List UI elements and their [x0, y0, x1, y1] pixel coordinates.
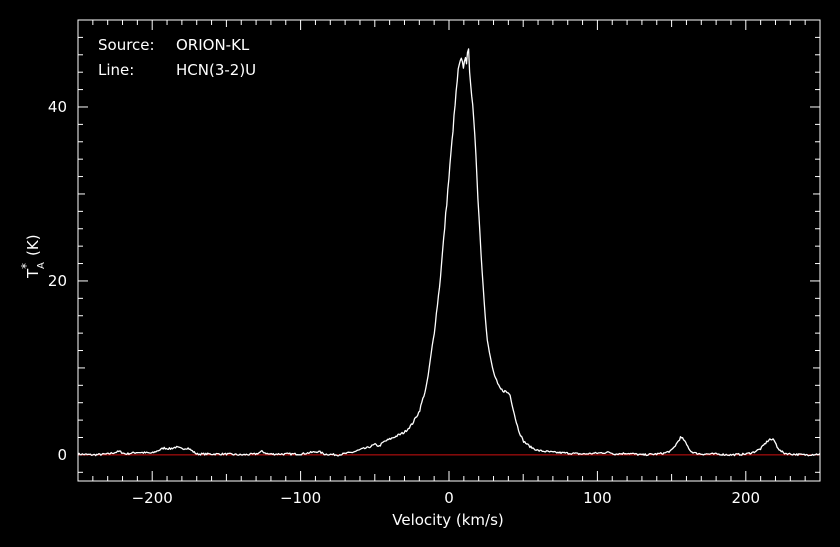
annotation-source-value: ORION-KL [176, 36, 250, 54]
ticks-layer: −200 −100 0 100 200 0 20 40 [48, 19, 821, 507]
annotation-source-key: Source: [98, 36, 155, 54]
y-tick-label: 0 [57, 446, 67, 464]
annotation-line-key: Line: [98, 61, 134, 79]
y-axis-label-main: T [24, 268, 42, 279]
y-axis-label-unit: (K) [24, 234, 42, 256]
y-tick-label: 40 [48, 98, 67, 116]
y-tick-label: 20 [48, 272, 67, 290]
annotation-line-value: HCN(3-2)U [176, 61, 256, 79]
y-axis-label-sub: A [36, 262, 47, 269]
spectrum-line [77, 48, 821, 457]
plot-frame [77, 19, 821, 482]
x-tick-label: −200 [132, 489, 173, 507]
x-tick-label: −100 [280, 489, 321, 507]
x-tick-label: 200 [731, 489, 760, 507]
x-tick-label: 0 [444, 489, 454, 507]
x-tick-label: 100 [583, 489, 612, 507]
x-axis-label: Velocity (km/s) [392, 511, 503, 529]
y-axis-label: T * A (K) [19, 234, 47, 279]
annotation-block: Source: ORION-KL Line: HCN(3-2)U [98, 36, 256, 79]
y-axis-label-sup: * [19, 263, 33, 269]
